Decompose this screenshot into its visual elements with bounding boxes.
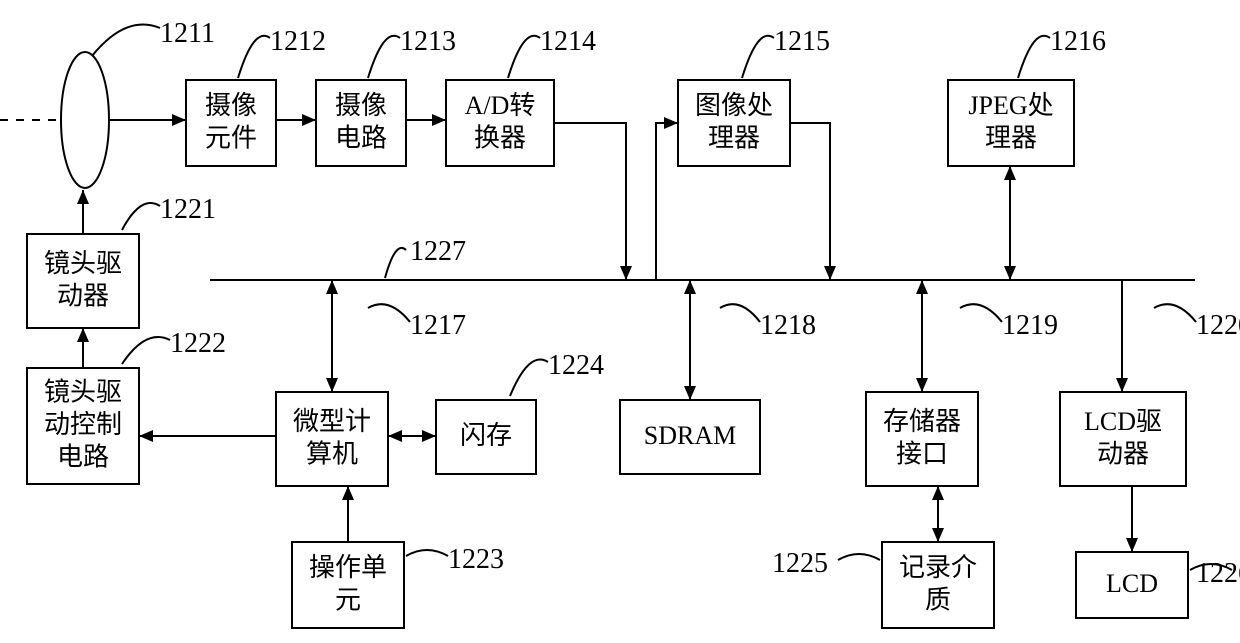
ref-number: 1213 (400, 26, 456, 57)
block-label: 质 (925, 585, 951, 614)
ref-number: 1225 (772, 548, 828, 579)
leader-line (406, 550, 448, 556)
block-label: 接口 (896, 439, 948, 468)
leader-line (238, 36, 270, 78)
lens-icon (61, 52, 109, 188)
leader-line (960, 304, 1002, 322)
ref-number: 1212 (270, 26, 326, 57)
block-label: LCD (1106, 569, 1158, 598)
block-label: 闪存 (460, 421, 512, 450)
block-label: 电路 (57, 443, 109, 472)
block-label: 摄像 (205, 91, 257, 120)
block-label: 理器 (708, 123, 760, 152)
block-label: 存储器 (883, 407, 961, 436)
leader-line (508, 36, 540, 78)
ref-number: 1217 (410, 310, 466, 341)
leader-line (1154, 304, 1196, 322)
block-label: 微型计 (293, 407, 371, 436)
block-label: JPEG处 (968, 91, 1053, 120)
block-label: 元件 (205, 123, 257, 152)
leader-line (122, 337, 170, 364)
block-label: 操作单 (309, 553, 387, 582)
leader-line (368, 304, 410, 322)
leader-line (122, 203, 160, 230)
block-label: 算机 (306, 439, 358, 468)
block-label: 电路 (335, 123, 387, 152)
block-label: 镜头驱 (44, 378, 122, 407)
ref-number: 1223 (448, 544, 504, 575)
block-label: 元 (335, 585, 361, 614)
block-label: 镜头驱 (44, 249, 122, 278)
leader-line (838, 554, 880, 560)
ref-number: 1224 (548, 350, 604, 381)
ref-number: 1226 (1196, 558, 1240, 589)
leader-line (742, 36, 774, 78)
block-label: 摄像 (335, 91, 387, 120)
ref-number: 1222 (170, 328, 226, 359)
ref-number: 1214 (540, 26, 596, 57)
leader-line (720, 304, 760, 322)
block-label: LCD驱 (1084, 407, 1162, 436)
block-label: 图像处 (695, 91, 773, 120)
block-label: 动控制 (44, 410, 122, 439)
ref-number: 1221 (160, 194, 216, 225)
block-label: 理器 (985, 123, 1037, 152)
block-label: 换器 (474, 123, 526, 152)
ref-number: 1218 (760, 310, 816, 341)
block-label: 动器 (57, 281, 109, 310)
ref-number: 1211 (160, 18, 215, 49)
leader-line (1018, 36, 1050, 78)
ref-number: 1220 (1196, 310, 1240, 341)
ref-number: 1227 (410, 236, 466, 267)
block-diagram: 1211 1227 摄像元件 1212 摄像电路 1213 A/D转换器 1214 图像处理器 1… (0, 0, 1240, 643)
leader-line (368, 36, 400, 78)
ref-number: 1216 (1050, 26, 1106, 57)
block-label: 记录介 (899, 553, 977, 582)
leader-line (510, 360, 548, 396)
block-label: 动器 (1097, 439, 1149, 468)
ref-number: 1219 (1002, 310, 1058, 341)
ref-number: 1215 (774, 26, 830, 57)
block-label: SDRAM (644, 421, 736, 450)
block-label: A/D转 (465, 91, 536, 120)
